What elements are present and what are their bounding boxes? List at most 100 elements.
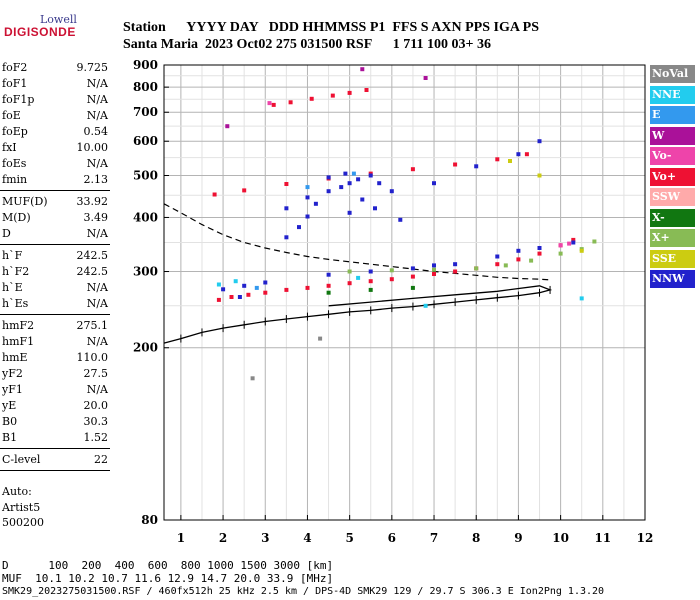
echo-point-vo [288,100,293,105]
echo-point-nnw [237,295,242,299]
echo-point-nnw [537,139,542,144]
param-row: foF2 9.725 [2,61,108,75]
echo-point-vo [212,192,217,197]
echo-point-vo [537,251,542,256]
param-row: h`E N/A [2,281,108,295]
echo-point-vo [271,102,276,107]
echo-point-vo [242,188,247,193]
param-value: 27.5 [83,367,109,380]
echo-point-e [305,185,310,190]
echo-point-vo [516,257,521,262]
header-labels: Station YYYY DAY DDD HHMMSS P1 FFS S AXN… [123,20,540,35]
echo-point-nnw [297,225,301,230]
echo-point-nnw [516,152,521,157]
param-row: fxI 10.00 [2,141,108,155]
param-row: fmin 2.13 [2,173,108,187]
profile-dashed-line [163,203,551,281]
echo-point-vo [267,101,272,106]
echo-point-vo [571,237,576,242]
footer-distance: D 100 200 400 600 800 1000 1500 3000 [km… [2,559,334,572]
param-label: fmin [2,173,28,186]
echo-point-vo [453,269,458,274]
param-value: 0.54 [83,125,109,138]
param-row: D N/A [2,227,108,241]
echo-point-x [474,266,479,271]
param-separator [0,470,110,471]
param-label: fxI [2,141,17,154]
param-label: foEs [2,157,27,170]
param-row: M(D) 3.49 [2,211,108,225]
echo-point-vo [309,96,314,101]
auto-label: Auto: [2,485,32,498]
echo-point-vo [495,262,500,267]
param-label: D [2,227,11,240]
param-separator [0,448,110,449]
echo-point-vo [432,272,436,276]
footer-info: SMK29_2023275031500.RSF / 460fx512h 25 k… [2,586,605,597]
x-tick-label: 1 [177,531,185,545]
param-value: 30.3 [83,415,109,428]
param-separator [0,190,110,191]
echo-point-e [254,285,259,290]
echo-point-nnw [373,206,377,211]
echo-point-x [592,239,597,244]
x-tick-label: 6 [388,531,396,545]
echo-point-x [368,287,373,292]
param-value: 33.92 [76,195,109,208]
echo-point-nnw [356,177,361,182]
plot-frame [163,64,646,521]
param-label: B1 [2,431,18,444]
x-tick-label: 8 [472,531,480,545]
param-value: N/A [86,77,108,90]
echo-point-nnw [242,283,247,288]
param-row: MUF(D) 33.92 [2,195,108,209]
echo-point-vo [330,93,335,98]
x-tick-label: 11 [594,531,611,545]
param-label: foEp [2,125,28,138]
header-values: Santa Maria 2023 Oct02 275 031500 RSF 1 … [123,37,491,52]
param-value: 242.5 [76,249,109,262]
echo-point-nnw [305,195,310,200]
echo-point-vo [284,287,289,292]
echo-point-vo [326,283,331,288]
param-row: yF1 N/A [2,383,108,397]
param-value: 275.1 [76,319,109,332]
param-label: C-level [2,453,41,466]
echo-point-vo [216,297,221,302]
echo-point-x [410,285,415,290]
param-value: 242.5 [76,265,109,278]
param-value: 3.49 [83,211,109,224]
echo-point-nne [233,279,238,284]
echo-point-nnw [398,217,403,222]
echo-point-vo [410,167,415,172]
param-label: hmE [2,351,28,364]
echo-point-vo [389,277,394,282]
param-value: N/A [86,227,108,240]
param-row: hmF1 N/A [2,335,108,349]
echo-point-nnw [453,262,458,267]
legend-item-nnw: NNW [650,270,695,288]
logo-digisonde: DIGISONDE [4,25,76,39]
y-tick-label: 600 [133,134,158,148]
echo-point-nnw [389,189,394,194]
param-row: foE N/A [2,109,108,123]
echo-point-nnw [368,269,373,274]
echo-point-vo [347,90,352,95]
echo-point-nnw [377,181,382,186]
echo-point-nnw [360,197,365,202]
param-value: N/A [86,383,108,396]
param-row: hmE 110.0 [2,351,108,365]
x-tick-label: 4 [303,531,311,545]
legend-item-vo: Vo+ [650,167,695,186]
echo-point-nnw [326,189,331,194]
echo-point-nnw [221,287,226,292]
echo-point-nnw [474,164,479,169]
trace-black-line [163,285,553,344]
param-label: hmF1 [2,335,35,348]
param-row: foF1 N/A [2,77,108,91]
legend-item-ssw: SSW [650,188,695,206]
param-value: N/A [86,335,108,348]
echo-point-noval [318,336,323,341]
echo-point-sse [537,173,542,178]
echo-point-nnw [495,254,500,259]
